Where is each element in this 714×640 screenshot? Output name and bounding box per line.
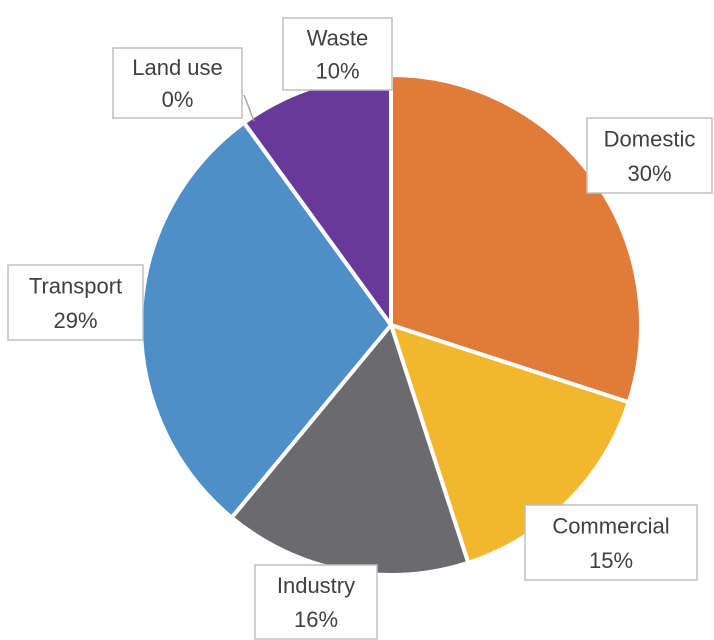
category-label: Industry (277, 573, 355, 598)
value-label: 30% (627, 161, 671, 186)
category-label: Land use (132, 55, 223, 80)
label-box (524, 504, 698, 581)
slices (139, 73, 643, 577)
value-label: 16% (294, 607, 338, 632)
label-box (7, 264, 144, 341)
label-box (282, 17, 393, 91)
labels: Domestic 30% Commercial 15% Industry 16% Trans… (7, 17, 713, 640)
label-box (586, 117, 713, 194)
category-label: Domestic (604, 126, 696, 151)
value-label: 15% (589, 548, 633, 573)
value-label: 10% (315, 59, 359, 84)
label-box (254, 564, 378, 640)
category-label: Waste (307, 25, 369, 50)
value-label: 29% (53, 308, 97, 333)
leader-line (243, 94, 255, 122)
category-label: Commercial (552, 513, 669, 538)
category-label: Transport (29, 273, 122, 298)
label-box (112, 47, 243, 119)
value-label: 0% (162, 87, 194, 112)
